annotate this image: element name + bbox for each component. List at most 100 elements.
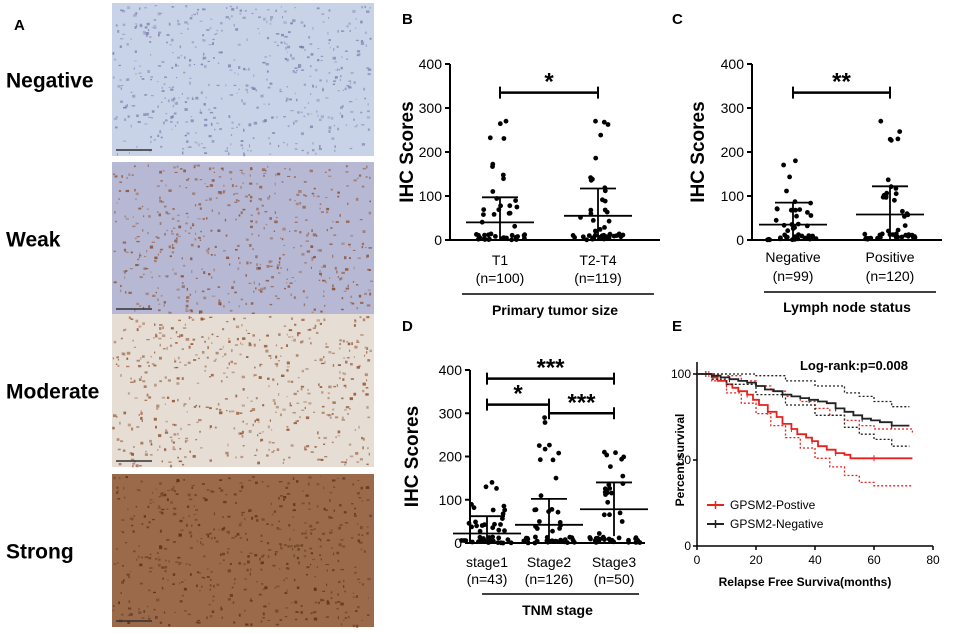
ihc-cell — [318, 148, 322, 151]
ihc-cell — [120, 9, 124, 11]
data-point — [778, 235, 783, 241]
ihc-cell — [274, 402, 276, 405]
ihc-cell — [147, 164, 149, 167]
ihc-cell — [131, 174, 134, 176]
ihc-cell — [164, 566, 168, 569]
ihc-cell — [188, 515, 191, 517]
ihc-cell — [279, 88, 282, 91]
ihc-cell — [174, 102, 177, 105]
ihc-cell — [173, 433, 177, 436]
data-point — [557, 526, 562, 531]
ihc-cell — [133, 550, 136, 553]
ihc-cell — [204, 340, 206, 343]
ihc-cell — [333, 234, 337, 236]
ihc-cell — [271, 276, 274, 279]
ihc-cell — [308, 36, 311, 39]
ihc-cell — [199, 179, 203, 181]
ihc-cell — [126, 78, 130, 81]
ihc-cell — [223, 304, 225, 308]
data-point — [491, 212, 497, 217]
ihc-cell — [172, 244, 174, 247]
y-tick-label: 0 — [454, 535, 462, 551]
ihc-cell — [179, 361, 182, 363]
ihc-cell — [239, 537, 242, 539]
ihc-cell — [276, 266, 279, 269]
ihc-cell — [261, 583, 264, 585]
ihc-cell — [360, 486, 363, 490]
ihc-cell — [205, 199, 208, 201]
ihc-cell — [352, 249, 356, 251]
ihc-cell — [189, 498, 193, 501]
ihc-cell — [275, 355, 278, 359]
ihc-cell — [234, 201, 238, 203]
ihc-cell — [193, 406, 197, 408]
y-axis-title: IHC Scores — [397, 101, 418, 202]
ihc-cell — [193, 63, 196, 65]
ihc-cell — [197, 523, 201, 527]
ihc-cell — [224, 190, 227, 192]
ihc-cell — [266, 542, 270, 545]
ihc-cell — [360, 40, 364, 43]
ihc-cell — [206, 616, 208, 620]
ihc-cell — [140, 416, 143, 420]
ihc-cell — [268, 448, 270, 451]
ihc-cell — [356, 284, 359, 286]
ihc-cell — [118, 463, 122, 466]
ihc-cell — [255, 287, 257, 290]
ihc-cell — [221, 29, 223, 32]
ihc-cell — [138, 611, 142, 614]
ihc-cell — [199, 447, 203, 449]
ihc-cell — [338, 377, 341, 380]
ihc-cell — [225, 16, 229, 19]
data-point — [601, 512, 607, 518]
ihc-cell — [129, 613, 133, 616]
ihc-cell — [309, 169, 313, 173]
ihc-cell — [202, 8, 206, 11]
ihc-cell — [296, 480, 299, 483]
ihc-cell — [327, 392, 330, 395]
ihc-cell — [342, 372, 345, 375]
ihc-cell — [198, 572, 201, 574]
ihc-cell — [125, 189, 130, 193]
ihc-cell — [360, 20, 363, 24]
ihc-cell — [176, 101, 178, 105]
ihc-cell — [303, 401, 307, 403]
ihc-cell — [277, 172, 281, 176]
ihc-cell — [158, 303, 161, 305]
ihc-cell — [213, 528, 216, 531]
data-point — [607, 232, 613, 238]
ihc-cell — [285, 607, 289, 609]
ihc-cell — [345, 165, 348, 168]
ihc-cell — [212, 42, 214, 45]
ihc-cell — [150, 54, 152, 56]
ihc-cell — [235, 325, 240, 329]
ihc-cell — [176, 377, 180, 380]
ihc-cell — [168, 560, 170, 563]
ihc-cell — [214, 254, 216, 256]
ihc-cell — [356, 523, 359, 525]
data-point — [619, 456, 624, 462]
data-point — [466, 520, 472, 526]
ihc-cell — [179, 168, 183, 170]
ihc-cell — [299, 45, 303, 48]
ihc-cell — [355, 610, 358, 612]
ihc-cell — [144, 255, 147, 257]
ihc-cell — [354, 566, 357, 568]
ihc-cell — [135, 192, 139, 196]
ihc-cell — [358, 174, 362, 177]
ihc-cell — [137, 258, 140, 261]
ihc-cell — [208, 273, 211, 276]
ihc-cell — [353, 118, 355, 121]
ihc-cell — [297, 390, 299, 393]
ihc-cell — [307, 102, 310, 104]
ihc-cell — [225, 451, 229, 455]
ci-upper-line — [697, 373, 910, 408]
ihc-cell — [175, 493, 179, 495]
survival-line — [697, 373, 913, 460]
ihc-cell — [229, 562, 232, 565]
ihc-cell — [274, 220, 278, 224]
ihc-cell — [135, 264, 138, 267]
ihc-cell — [270, 357, 272, 359]
ihc-cell — [252, 87, 256, 90]
ihc-cell — [270, 265, 273, 267]
